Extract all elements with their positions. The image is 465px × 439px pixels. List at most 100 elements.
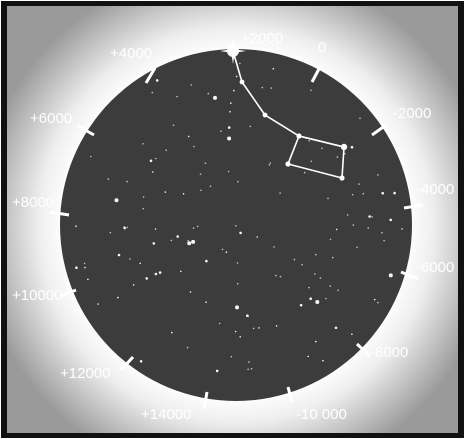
background-star [90,155,92,158]
background-star [149,159,153,163]
background-star [176,95,178,98]
tick-label-plus-12000: +12000 [60,365,110,382]
tick-plus-4000 [144,67,157,84]
background-star [158,271,162,274]
background-star [229,110,231,113]
background-star [213,95,217,100]
background-star [182,193,185,195]
background-star [180,270,182,273]
background-star [350,145,354,149]
background-star [187,241,192,246]
background-star [176,235,179,238]
constellation-star [239,79,245,85]
background-star [322,359,324,362]
background-star [319,277,322,279]
background-star [351,333,353,336]
background-star [249,125,251,128]
background-star [275,325,278,327]
tick-plus-12000 [119,355,135,372]
background-star [381,231,383,234]
background-star [132,284,135,286]
background-star [193,145,195,148]
tick-label-minus-10000: -10 000 [296,406,347,423]
background-star [247,315,249,318]
background-star [273,246,275,248]
background-star [191,239,196,244]
background-star [155,157,157,160]
background-star [279,275,282,278]
constellation-star [285,161,291,167]
background-star [352,224,355,226]
background-star [97,303,99,305]
background-star [227,136,232,141]
background-star [368,215,371,218]
background-star [256,236,259,238]
background-star [189,291,192,293]
background-star [321,147,323,150]
background-star [371,216,373,218]
background-star [383,239,385,242]
background-star [209,185,212,187]
background-star [142,143,144,145]
background-star [199,173,202,175]
background-star [227,170,230,173]
background-star [252,327,255,330]
tick-label-minus-2000: -2000 [393,105,431,122]
background-star [335,228,338,231]
background-star [235,75,238,78]
background-star [315,300,320,304]
background-star [268,163,271,166]
background-star [205,301,207,304]
tick-label-plus-4000: +4000 [110,45,152,62]
background-star [275,274,277,277]
background-star [307,355,310,358]
background-star [308,140,311,142]
background-star [325,297,327,300]
background-star [247,368,249,371]
tick-minus-8000 [355,342,372,358]
background-star [314,273,316,275]
background-star [126,180,128,183]
tick-minus-4000 [403,203,424,210]
background-star [381,191,385,195]
tick-minus-6000 [400,270,419,281]
background-star [248,361,250,363]
background-star [389,218,393,222]
background-star [200,189,202,192]
background-star [171,331,173,334]
background-star [309,297,313,301]
background-star [269,162,272,164]
background-star [114,198,119,203]
background-star [351,193,354,196]
background-star [207,92,210,95]
tick-plus-8000 [49,210,70,217]
background-star [336,156,339,158]
dial-ticks [49,66,424,410]
background-star [236,282,239,285]
background-star [215,369,219,373]
background-star [155,79,159,82]
dial-labels: 0 -2000 -4000 -6000 -8000 -10 000 +14000… [12,30,454,423]
background-star [367,227,370,229]
background-star [221,248,224,251]
background-star [377,301,379,304]
tick-label-plus-6000: +6000 [30,110,72,127]
background-star [204,162,207,164]
background-star [334,326,338,330]
background-star [308,286,310,289]
background-star [107,178,110,180]
background-star [84,266,86,269]
background-star [139,262,141,265]
background-star [344,152,346,155]
background-star [237,180,239,183]
background-star [337,289,339,292]
background-star [154,228,157,230]
background-star [172,124,175,126]
tick-label-0: 0 [318,39,326,56]
tick-label-plus-10000: +10000 [12,287,62,304]
background-star [393,191,396,195]
background-star [279,192,281,194]
background-star [139,360,143,363]
background-star [388,273,393,278]
